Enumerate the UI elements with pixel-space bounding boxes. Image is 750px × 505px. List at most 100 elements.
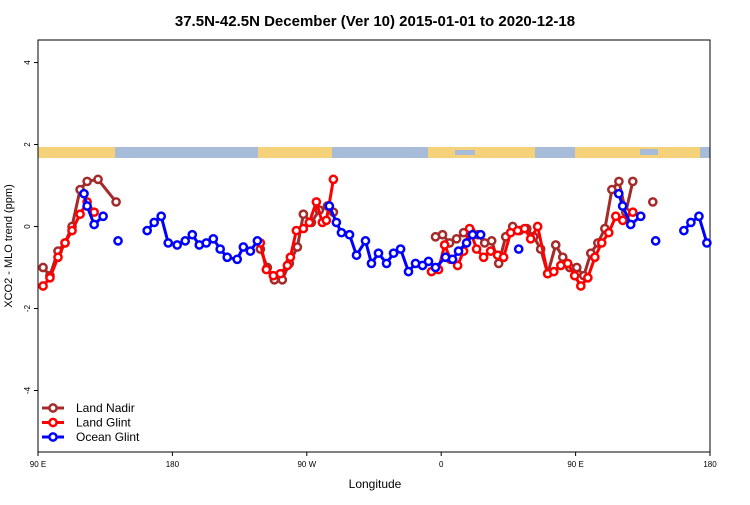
data-point: [625, 219, 636, 230]
x-tick-label: 90 E: [30, 460, 46, 469]
data-point: [311, 197, 322, 207]
data-point: [513, 244, 524, 254]
data-point: [627, 176, 638, 187]
data-point: [215, 244, 226, 254]
data-point: [142, 225, 153, 236]
data-point: [67, 225, 77, 236]
data-point: [388, 248, 399, 259]
data-point: [366, 258, 377, 269]
legend-label: Ocean Glint: [76, 430, 140, 444]
data-point: [702, 238, 712, 248]
data-point: [172, 240, 183, 250]
data-point: [650, 236, 661, 246]
data-point: [582, 272, 593, 283]
x-tick-label: 90 E: [567, 460, 583, 469]
data-point: [232, 254, 243, 265]
data-point: [430, 262, 441, 273]
data-point: [180, 236, 191, 246]
data-point: [498, 252, 509, 263]
data-point: [478, 252, 489, 263]
data-point: [238, 242, 249, 252]
data-point: [475, 229, 486, 240]
data-point: [328, 174, 339, 185]
data-point: [471, 244, 482, 254]
data-point: [548, 266, 559, 277]
data-point: [89, 219, 99, 230]
data-point: [627, 207, 638, 218]
data-point: [187, 229, 198, 240]
x-axis-label: Longitude: [349, 477, 402, 491]
data-point: [331, 217, 342, 228]
data-point: [451, 233, 462, 244]
y-tick-label: -2: [23, 304, 32, 312]
data-point: [252, 236, 263, 246]
ocean-strip: [455, 150, 475, 155]
ocean-strip: [640, 149, 658, 155]
data-point: [201, 238, 212, 248]
data-point: [60, 238, 70, 248]
x-tick-label: 90 W: [297, 460, 316, 469]
data-point: [285, 252, 296, 263]
data-point: [292, 242, 303, 252]
data-point: [275, 268, 286, 279]
data-point: [381, 258, 392, 269]
data-point: [149, 217, 160, 228]
data-point: [486, 236, 497, 246]
data-point: [590, 252, 600, 263]
data-point: [163, 238, 174, 248]
data-point: [614, 176, 624, 187]
data-point: [525, 233, 536, 244]
map-strip: [38, 147, 710, 158]
land-strip: [258, 147, 332, 158]
data-point: [557, 252, 568, 263]
data-point: [439, 240, 450, 250]
data-point: [694, 211, 704, 222]
data-point: [156, 211, 167, 222]
data-point: [373, 248, 384, 259]
data-point: [111, 197, 121, 207]
data-point: [461, 238, 472, 248]
y-tick-label: 0: [23, 224, 32, 229]
data-point: [596, 238, 607, 248]
data-point: [360, 236, 371, 246]
data-point: [403, 266, 414, 277]
data-point: [647, 197, 658, 207]
data-point: [93, 174, 103, 185]
data-point: [575, 281, 586, 291]
x-tick-label: 180: [703, 460, 717, 469]
data-point: [304, 217, 315, 228]
data-point: [395, 244, 406, 254]
y-tick-label: 2: [23, 142, 32, 147]
ocean-strip: [38, 147, 710, 158]
data-point: [519, 223, 530, 234]
data-point: [321, 215, 332, 226]
data-point: [38, 262, 48, 273]
data-point: [569, 270, 580, 281]
data-point: [447, 254, 458, 265]
data-point: [113, 236, 123, 246]
data-point: [571, 262, 582, 273]
data-point: [82, 201, 92, 211]
y-tick-label: 4: [23, 60, 32, 65]
data-point: [261, 264, 272, 275]
data-point: [679, 225, 689, 236]
data-point: [453, 246, 464, 256]
data-point: [75, 209, 85, 220]
data-point: [532, 221, 543, 232]
legend-label: Land Nadir: [76, 401, 135, 415]
land-strip: [428, 147, 535, 158]
legend-marker: [48, 432, 58, 442]
data-point: [485, 246, 496, 256]
land-strip: [575, 147, 700, 158]
y-tick-label: -4: [23, 386, 32, 394]
data-point: [550, 240, 561, 250]
data-point: [298, 223, 309, 234]
data-point: [467, 229, 478, 240]
data-point: [562, 258, 573, 269]
data-point: [45, 272, 55, 283]
data-point: [208, 233, 219, 244]
data-point: [53, 252, 63, 263]
data-point: [38, 281, 48, 291]
land-strip: [38, 147, 115, 158]
